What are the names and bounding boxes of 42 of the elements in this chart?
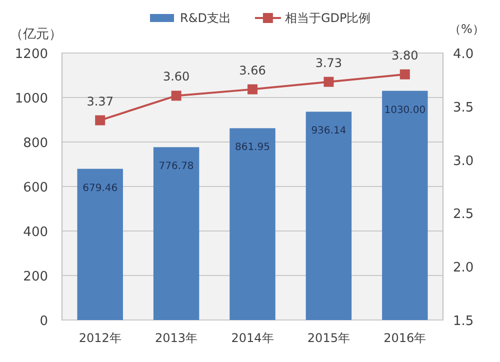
data-label: 861.95 <box>235 142 270 154</box>
data-label: 1030.00 <box>384 104 426 116</box>
data-label: 3.66 <box>239 63 266 78</box>
bar <box>382 90 428 320</box>
point <box>171 90 182 101</box>
y2-tick-label: 3.5 <box>453 100 474 116</box>
bar <box>230 128 276 320</box>
y-tick-label: 1000 <box>14 92 48 106</box>
bar <box>153 147 200 320</box>
point <box>95 115 106 126</box>
y2-tick-label: 4.0 <box>453 47 474 62</box>
point <box>400 69 410 80</box>
data-label: 3.60 <box>162 70 190 84</box>
data-label: 3.37 <box>86 94 114 108</box>
x-tick-label: 2016年 <box>384 331 426 345</box>
x-tick-label: 2014年 <box>231 331 274 345</box>
y2-tick-label: 2.0 <box>453 260 474 276</box>
y2-axis-title: （%） <box>449 22 484 36</box>
point <box>248 84 258 94</box>
bar <box>306 112 352 320</box>
y-tick-label: 200 <box>23 270 48 284</box>
y2-tick-label: 3.0 <box>453 154 474 169</box>
x-tick-label: 2012年 <box>78 331 122 345</box>
x-tick-label: 2013年 <box>155 331 198 345</box>
legend-label: 相当于GDP比例 <box>284 11 371 25</box>
y-tick-label: 0 <box>40 314 48 329</box>
y-tick-label: 600 <box>23 180 48 196</box>
data-label: 936.14 <box>311 126 346 137</box>
data-label: 776.78 <box>158 161 194 172</box>
data-label: 3.80 <box>392 48 418 62</box>
y2-tick-label: 2.5 <box>453 207 474 222</box>
legend-label: R&D支出 <box>180 11 231 25</box>
y-axis-title: （亿元） <box>10 27 62 42</box>
x-tick-label: 2015年 <box>307 331 350 345</box>
data-label: 3.73 <box>315 56 342 70</box>
y-tick-label: 400 <box>23 225 48 240</box>
y-tick-label: 1200 <box>14 47 48 62</box>
bar <box>77 168 123 320</box>
point <box>324 76 334 87</box>
data-label: 679.46 <box>82 182 118 194</box>
y-tick-label: 800 <box>23 136 48 151</box>
y2-tick-label: 1.5 <box>453 314 474 329</box>
